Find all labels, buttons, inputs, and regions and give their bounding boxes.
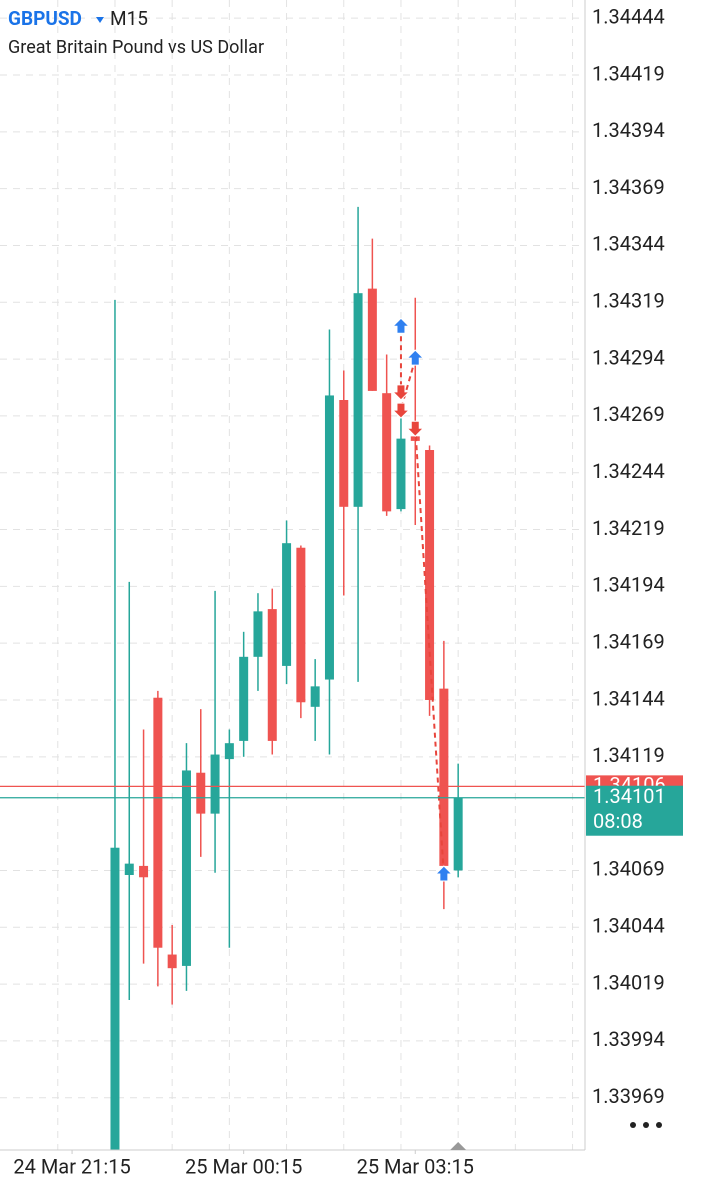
bid-label-box	[586, 785, 683, 836]
candle-body	[353, 293, 363, 507]
candle-body	[324, 395, 334, 680]
candle-body	[153, 697, 163, 948]
trade-link	[400, 358, 417, 410]
candle-body	[396, 438, 406, 510]
y-tick-label: 1.33994	[592, 1027, 665, 1051]
bid-label: 1.34101	[593, 784, 666, 808]
y-tick-label: 1.34294	[592, 345, 665, 369]
candle-body	[439, 688, 449, 866]
y-tick-label: 1.34444	[592, 4, 665, 28]
buy-arrow	[391, 317, 411, 334]
candle-body	[367, 288, 377, 391]
x-tick-label: 24 Mar 21:15	[13, 1154, 130, 1178]
y-tick-label: 1.34319	[592, 289, 665, 313]
y-tick-label: 1.34269	[592, 402, 665, 426]
candle-body	[267, 609, 277, 741]
current-bar-marker	[450, 1142, 467, 1150]
y-tick-label: 1.33969	[592, 1084, 665, 1108]
candle-body	[110, 847, 120, 1150]
candle-body	[224, 743, 234, 760]
candle-body	[339, 400, 349, 507]
candle-body	[181, 770, 191, 966]
candle-body	[296, 547, 306, 703]
trade-link	[414, 427, 445, 876]
sell-arrow	[391, 384, 411, 401]
symbol[interactable]: GBPUSD	[8, 7, 82, 30]
candle-body	[210, 754, 220, 814]
y-tick-label: 1.34344	[592, 232, 665, 256]
menu-dot[interactable]	[643, 1122, 649, 1128]
candle-body	[282, 543, 292, 666]
timeframe[interactable]: M15	[110, 7, 148, 30]
candle-body	[382, 393, 392, 512]
sell-arrow	[406, 420, 425, 437]
y-tick-label: 1.34394	[592, 118, 665, 142]
candle-body	[253, 611, 263, 657]
candle-body	[196, 772, 206, 814]
y-tick-label: 1.34044	[592, 914, 665, 938]
y-tick-label: 1.34019	[592, 970, 665, 994]
buy-arrow	[406, 349, 425, 366]
y-tick-label: 1.34069	[592, 857, 665, 881]
symbol-dropdown[interactable]	[96, 17, 104, 23]
candle-body	[310, 686, 320, 707]
buy-arrow	[434, 865, 454, 882]
candle-body	[425, 450, 435, 700]
x-tick-label: 25 Mar 03:15	[357, 1154, 474, 1178]
y-tick-label: 1.34244	[592, 459, 665, 483]
y-tick-label: 1.34119	[592, 743, 665, 767]
y-tick-label: 1.34194	[592, 573, 665, 597]
y-tick-label: 1.34219	[592, 516, 665, 540]
y-tick-label: 1.34419	[592, 61, 665, 85]
y-tick-label: 1.34169	[592, 629, 665, 653]
menu-dot[interactable]	[656, 1122, 662, 1128]
candle-body	[453, 797, 463, 871]
candle-body	[167, 954, 177, 969]
y-tick-label: 1.34369	[592, 175, 665, 199]
candle-body	[239, 656, 249, 741]
subtitle: Great Britain Pound vs US Dollar	[8, 37, 264, 58]
x-tick-label: 25 Mar 00:15	[185, 1154, 302, 1178]
sell-arrow	[391, 402, 411, 419]
countdown: 08:08	[593, 809, 643, 833]
candle-body	[124, 863, 134, 875]
menu-dot[interactable]	[630, 1122, 636, 1128]
y-tick-label: 1.34144	[592, 686, 665, 710]
candle-body	[139, 865, 149, 878]
